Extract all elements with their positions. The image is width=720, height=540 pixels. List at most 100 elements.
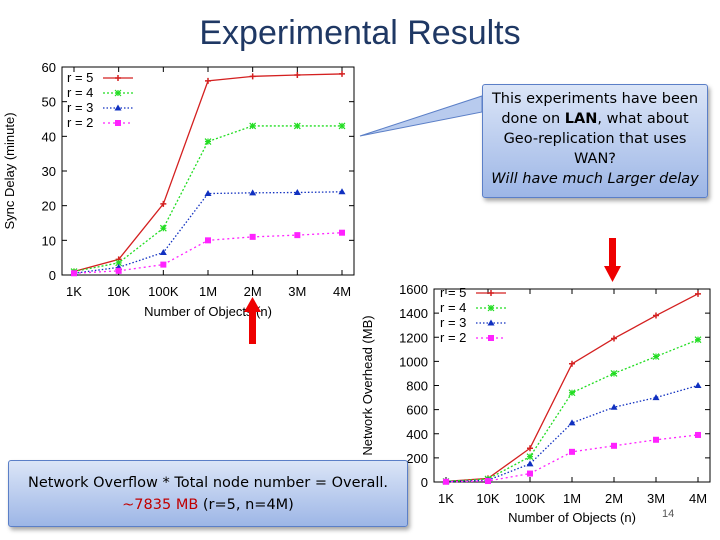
y-axis-label: Sync Delay (minute) — [2, 112, 17, 229]
data-point — [71, 270, 77, 277]
legend-label: r = 5 — [440, 285, 466, 300]
x-tick-label: 3M — [288, 284, 306, 299]
data-point — [611, 442, 617, 449]
callout-line-2-post: , what about — [597, 111, 689, 127]
y-tick-label: 60 — [42, 60, 56, 75]
legend-marker — [487, 319, 495, 326]
y-tick-label: 400 — [406, 427, 428, 442]
series-r=2 — [443, 431, 701, 485]
y-tick-label: 1200 — [399, 330, 428, 345]
legend-marker — [114, 104, 122, 111]
data-point — [338, 188, 346, 195]
legend-label: r = 4 — [440, 300, 466, 315]
y-tick-label: 1000 — [399, 354, 428, 369]
data-point — [611, 335, 617, 342]
data-point — [294, 232, 301, 239]
data-point — [249, 233, 256, 240]
data-point — [205, 77, 211, 84]
data-point — [115, 267, 122, 274]
note-line-2: ~7835 MB (r=5, n=4M) — [9, 494, 407, 516]
data-point — [204, 138, 212, 145]
data-point — [568, 389, 576, 397]
note-total-mb: ~7835 MB — [122, 497, 199, 513]
x-tick-label: 2M — [605, 491, 623, 506]
data-point — [249, 189, 257, 196]
y-tick-label: 40 — [42, 129, 56, 144]
callout-line-1: This experiments have been — [491, 91, 699, 107]
y-axis-label: Network Overhead (MB) — [360, 315, 375, 455]
x-tick-label: 1K — [438, 491, 454, 506]
data-point — [293, 188, 301, 195]
series-line — [445, 434, 699, 483]
note-params: (r=5, n=4M) — [198, 497, 294, 513]
y-tick-label: 1600 — [399, 282, 428, 297]
legend-marker — [115, 120, 121, 126]
data-point — [653, 312, 659, 319]
series-r=3 — [442, 382, 702, 485]
data-point — [569, 448, 575, 455]
data-point — [115, 259, 123, 267]
x-tick-label: 1M — [563, 491, 581, 506]
sync-delay-chart: 0 10 20 30 40 50 60 1K 10K 100K 1M 2M 3M 4M Number of … — [2, 60, 355, 319]
series-line — [73, 125, 342, 273]
data-point — [694, 336, 702, 344]
data-point — [293, 122, 301, 130]
data-point — [485, 478, 491, 485]
legend-marker — [114, 89, 122, 97]
data-point — [249, 122, 257, 130]
callout-line-4: WAN? — [573, 151, 616, 167]
page-number: 14 — [662, 508, 675, 520]
data-point — [160, 200, 167, 207]
callout-line-5: Will have much Larger delay — [491, 171, 699, 187]
legend-marker — [487, 304, 495, 312]
x-tick-label: 100K — [148, 284, 179, 299]
y-tick-label: 0 — [421, 475, 428, 490]
data-point — [526, 460, 534, 467]
data-point — [695, 431, 701, 438]
data-point — [339, 229, 345, 236]
data-point — [652, 394, 660, 401]
x-tick-label: 4M — [333, 284, 351, 299]
x-tick-label: 3M — [647, 491, 665, 506]
legend-label: r = 2 — [67, 115, 93, 130]
series-r=4 — [442, 336, 702, 485]
legend-marker — [488, 290, 494, 296]
series-r=4 — [70, 122, 346, 275]
data-point — [695, 290, 701, 297]
legend-label: r = 2 — [440, 330, 466, 345]
slide-title: Experimental Results — [199, 14, 521, 52]
y-tick-label: 800 — [406, 379, 428, 394]
legend-marker — [115, 75, 121, 81]
legend-label: r = 5 — [67, 70, 93, 85]
data-point — [204, 190, 212, 197]
y-tick-label: 200 — [406, 451, 428, 466]
y-tick-label: 10 — [42, 233, 56, 248]
x-tick-label: 1K — [66, 284, 82, 299]
note-line-1: Network Overflow * Total node number = O… — [27, 475, 388, 491]
legend-marker — [488, 335, 494, 341]
overflow-note: Network Overflow * Total node number = O… — [8, 460, 408, 527]
data-point — [527, 470, 533, 477]
data-point — [610, 403, 618, 410]
lan-callout: This experiments have been done on LAN, … — [482, 84, 708, 198]
y-tick-label: 20 — [42, 199, 56, 214]
x-tick-label: 4M — [689, 491, 707, 506]
data-point — [568, 419, 576, 426]
data-point — [159, 224, 167, 232]
data-point — [160, 261, 167, 268]
y-tick-label: 1400 — [399, 306, 428, 321]
series-r=5 — [71, 70, 345, 275]
data-point — [610, 370, 618, 377]
data-point — [249, 73, 256, 80]
x-tick-label: 10K — [476, 491, 499, 506]
network-overhead-chart: 0 200 400 600 800 1000 1200 1400 1600 1K 10K 100K 1M… — [360, 282, 711, 525]
callout-line-2: done on LAN, what about — [483, 109, 707, 129]
y-tick-label: 50 — [42, 95, 56, 110]
callout-line-2-bold: LAN — [564, 111, 598, 127]
legend-label: r = 3 — [440, 315, 466, 330]
callout-pointer — [359, 95, 483, 137]
data-point — [159, 248, 167, 255]
y-tick-label: 600 — [406, 403, 428, 418]
series-r=5 — [443, 290, 701, 485]
series-line — [445, 384, 699, 483]
